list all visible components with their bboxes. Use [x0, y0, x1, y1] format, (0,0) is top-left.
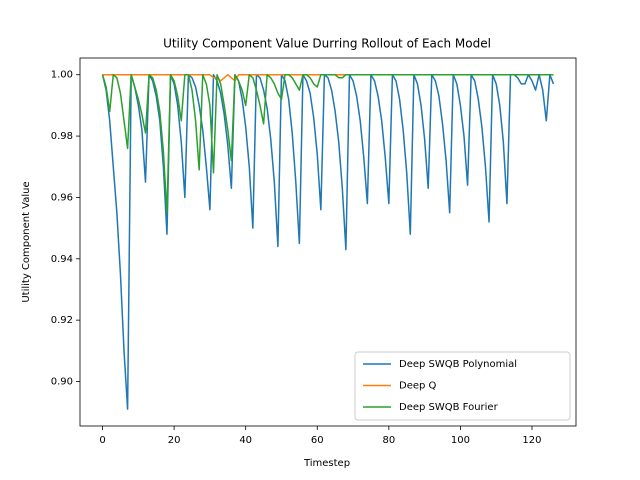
x-tick-label: 120 [522, 435, 541, 446]
y-tick-label: 0.92 [51, 315, 73, 326]
x-tick-label: 80 [382, 435, 395, 446]
y-tick-label: 0.98 [51, 131, 73, 142]
x-tick-label: 0 [99, 435, 105, 446]
x-tick-label: 100 [451, 435, 470, 446]
y-axis-label: Utility Component Value [21, 181, 32, 302]
x-tick-label: 40 [239, 435, 252, 446]
y-tick-label: 0.96 [51, 192, 73, 203]
chart-title: Utility Component Value Durring Rollout … [163, 37, 491, 51]
y-tick-label: 0.90 [51, 377, 73, 388]
x-axis-label: Timestep [303, 458, 350, 469]
legend-box [354, 351, 571, 421]
legend-label: Deep SWQB Fourier [399, 402, 499, 413]
x-tick-label: 20 [168, 435, 181, 446]
data-line [101, 73, 554, 214]
y-tick-label: 0.94 [51, 254, 73, 265]
plot-frame [79, 57, 577, 427]
y-tick-label: 1.00 [51, 70, 73, 81]
x-tick-label: 60 [311, 435, 324, 446]
legend-label: Deep Q [399, 381, 437, 392]
data-line [101, 73, 555, 410]
legend-label: Deep SWQB Polynomial [399, 359, 517, 370]
